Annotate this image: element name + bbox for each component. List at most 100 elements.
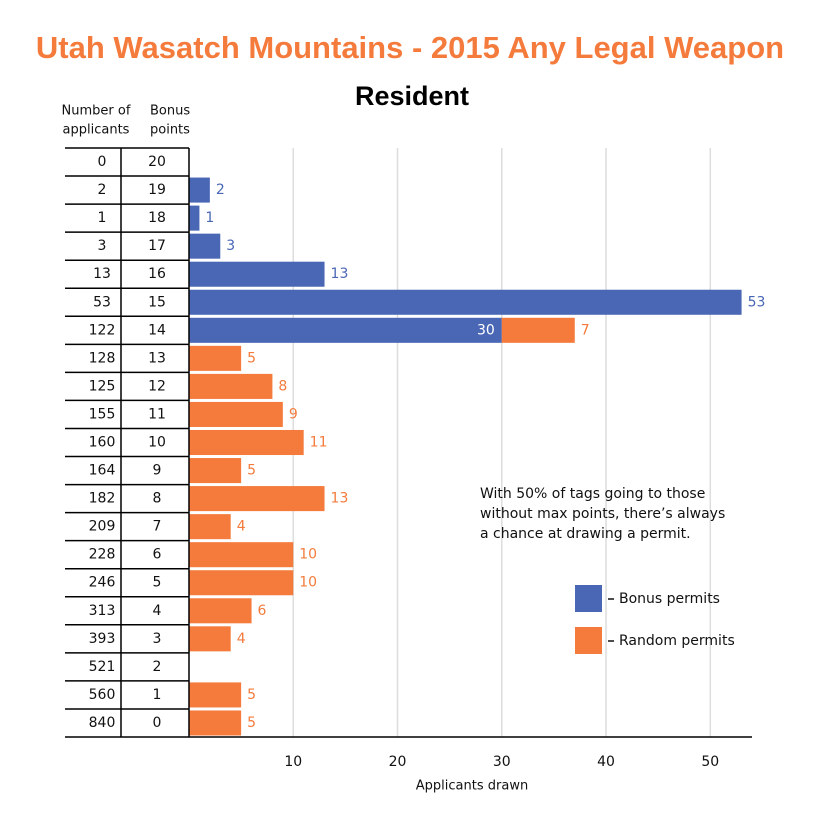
applicant-count: 160 <box>89 435 116 451</box>
annotation: without max points, there’s always <box>480 506 725 522</box>
chart-subtitle: Resident <box>355 81 469 111</box>
y-tick-label: 16 <box>148 266 166 282</box>
bar <box>501 317 575 343</box>
x-tick-label: 50 <box>701 754 719 770</box>
applicant-count: 0 <box>98 154 107 170</box>
y-tick-label: 17 <box>148 238 166 254</box>
annotation: a chance at drawing a permit. <box>480 526 691 542</box>
value-label: 5 <box>247 350 256 366</box>
bar <box>189 542 294 568</box>
bar <box>189 710 242 736</box>
y-tick-label: 7 <box>153 519 162 535</box>
applicant-count: 155 <box>89 406 116 422</box>
value-label: 4 <box>237 519 246 535</box>
applicant-count: 164 <box>89 463 116 479</box>
column-header: points <box>150 123 190 138</box>
value-label: 3 <box>226 238 235 254</box>
value-label: 11 <box>310 435 328 451</box>
applicant-count: 128 <box>89 350 116 366</box>
bar <box>189 261 325 287</box>
value-label: 53 <box>748 294 766 310</box>
column-header: applicants <box>63 123 130 138</box>
applicant-count: 125 <box>89 378 116 394</box>
bar <box>189 233 221 259</box>
bar <box>189 177 210 203</box>
applicant-count: 182 <box>89 491 116 507</box>
value-label: 30 <box>477 322 495 338</box>
value-label: 9 <box>289 406 298 422</box>
bar <box>189 205 200 231</box>
value-label: 13 <box>331 266 349 282</box>
bar <box>189 598 252 624</box>
y-tick-label: 12 <box>148 378 166 394</box>
value-label: 10 <box>299 575 317 591</box>
y-tick-label: 1 <box>153 687 162 703</box>
y-tick-label: 2 <box>153 659 162 675</box>
x-axis-label: Applicants drawn <box>416 779 528 794</box>
value-label: 7 <box>581 322 590 338</box>
value-label: 5 <box>247 463 256 479</box>
y-tick-label: 20 <box>148 154 166 170</box>
value-label: 5 <box>247 687 256 703</box>
bar <box>189 626 231 652</box>
value-label: 1 <box>205 210 214 226</box>
y-tick-label: 8 <box>153 491 162 507</box>
legend-swatch <box>575 627 602 654</box>
x-tick-label: 10 <box>284 754 302 770</box>
bar <box>189 458 242 484</box>
applicant-count: 2 <box>98 182 107 198</box>
bar <box>189 317 502 343</box>
applicant-count: 246 <box>89 575 116 591</box>
value-label: 5 <box>247 715 256 731</box>
applicant-count: 313 <box>89 603 116 619</box>
legend-label: Bonus permits <box>619 591 720 607</box>
bar <box>189 486 325 512</box>
value-label: 2 <box>216 182 225 198</box>
applicant-count: 13 <box>93 266 111 282</box>
y-tick-label: 19 <box>148 182 166 198</box>
legend-swatch <box>575 585 602 612</box>
y-tick-label: 3 <box>153 631 162 647</box>
column-header: Number of <box>62 104 131 119</box>
y-tick-label: 4 <box>153 603 162 619</box>
value-label: 10 <box>299 547 317 563</box>
y-tick-label: 11 <box>148 406 166 422</box>
y-tick-label: 13 <box>148 350 166 366</box>
y-tick-label: 15 <box>148 294 166 310</box>
applicant-count: 560 <box>89 687 116 703</box>
y-tick-label: 0 <box>153 715 162 731</box>
bar <box>189 514 231 540</box>
bar <box>189 570 294 596</box>
bar <box>189 289 742 315</box>
y-tick-label: 9 <box>153 463 162 479</box>
y-tick-label: 5 <box>153 575 162 591</box>
y-tick-label: 10 <box>148 435 166 451</box>
x-tick-label: 30 <box>493 754 511 770</box>
applicant-count: 3 <box>98 238 107 254</box>
applicant-count: 521 <box>89 659 116 675</box>
applicant-count: 228 <box>89 547 116 563</box>
y-tick-label: 14 <box>148 322 166 338</box>
x-tick-label: 40 <box>597 754 615 770</box>
bar <box>189 682 242 708</box>
value-label: 4 <box>237 631 246 647</box>
chart-title: Utah Wasatch Mountains - 2015 Any Legal … <box>36 30 784 65</box>
applicant-count: 393 <box>89 631 116 647</box>
value-label: 13 <box>331 491 349 507</box>
legend-label: Random permits <box>619 633 735 649</box>
column-header: Bonus <box>150 104 190 119</box>
applicant-count: 53 <box>93 294 111 310</box>
bar <box>189 373 273 399</box>
applicant-count: 840 <box>89 715 116 731</box>
y-tick-label: 6 <box>153 547 162 563</box>
value-label: 6 <box>258 603 267 619</box>
annotation: With 50% of tags going to those <box>480 486 705 502</box>
x-tick-label: 20 <box>389 754 407 770</box>
applicant-count: 209 <box>89 519 116 535</box>
bar <box>189 401 283 427</box>
value-label: 8 <box>278 378 287 394</box>
applicant-count: 122 <box>89 322 116 338</box>
bar <box>189 345 242 371</box>
bar <box>189 429 304 456</box>
